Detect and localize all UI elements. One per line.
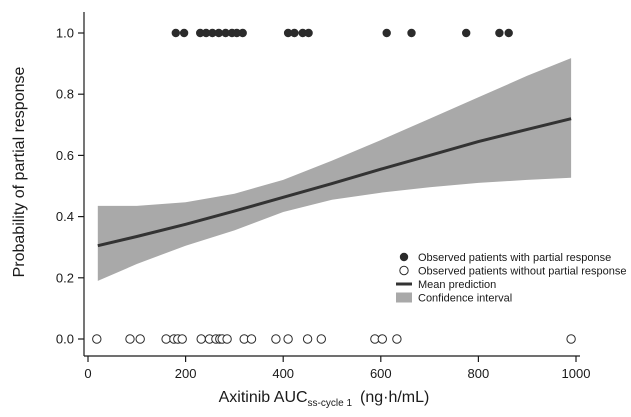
x-axis-title: Axitinib AUCss-cycle 1 (ng·h/mL) (219, 389, 430, 409)
legend-filled-dot-icon (399, 252, 409, 262)
point-partial-response (495, 28, 504, 38)
x-axis-title-main: Axitinib AUC (219, 389, 308, 406)
y-tick-label: 0.2 (56, 270, 74, 285)
point-partial-response (298, 28, 307, 38)
point-partial-response (221, 28, 230, 38)
point-no-response (196, 334, 206, 344)
legend-open-dot-icon (399, 265, 409, 276)
point-partial-response (382, 28, 391, 38)
point-partial-response (214, 28, 223, 38)
point-no-response (377, 334, 387, 344)
legend-item: Mean prediction (396, 279, 496, 291)
point-partial-response (171, 28, 180, 38)
y-tick-label: 1.0 (56, 26, 74, 41)
legend-label: Confidence interval (418, 293, 512, 305)
point-no-response (92, 334, 102, 344)
point-partial-response (201, 28, 211, 38)
point-no-response (271, 334, 281, 344)
x-tick-label: 800 (468, 366, 490, 381)
legend-item: Observed patients without partial respon… (399, 265, 627, 278)
point-no-response (125, 334, 135, 344)
point-no-response (283, 334, 293, 344)
x-tick-label: 1000 (562, 366, 591, 381)
x-tick-label: 200 (175, 366, 197, 381)
point-partial-response (290, 28, 299, 38)
x-axis-title-subscript: ss-cycle 1 (308, 398, 353, 409)
legend-item: Confidence interval (396, 292, 512, 305)
mean-prediction-line (97, 117, 572, 248)
point-no-response (246, 334, 257, 344)
point-partial-response (504, 28, 513, 38)
legend-band-icon (396, 292, 412, 303)
point-partial-response (238, 28, 247, 38)
ticks: 0 200 400 600 800 1000 0.0 0.2 0.4 0.6 0.8 1.0 (56, 26, 591, 382)
point-no-response (566, 334, 576, 344)
x-tick-label: 600 (370, 366, 392, 381)
x-axis-title-unit: (ng·h/mL) (360, 389, 429, 406)
y-tick-label: 0.0 (56, 332, 74, 347)
point-partial-response (179, 28, 189, 38)
y-tick-label: 0.4 (56, 209, 74, 224)
legend: Observed patients with partial response O… (396, 252, 627, 305)
point-no-response (135, 334, 145, 344)
axes (83, 12, 580, 357)
plot-area (92, 28, 576, 344)
point-no-response (392, 334, 402, 344)
point-no-response (316, 334, 326, 344)
point-partial-response (208, 28, 217, 38)
point-partial-response (283, 28, 293, 38)
point-partial-response (462, 28, 471, 38)
x-tick-label: 0 (84, 366, 91, 381)
legend-label: Observed patients with partial response (418, 252, 611, 264)
legend-label: Observed patients without partial respon… (418, 266, 627, 278)
y-tick-label: 0.8 (56, 87, 74, 102)
point-partial-response (304, 28, 313, 38)
point-partial-response (232, 28, 241, 38)
point-no-response (161, 334, 171, 344)
point-no-response (302, 334, 313, 344)
legend-label: Mean prediction (418, 279, 496, 291)
x-tick-label: 400 (272, 366, 294, 381)
point-no-response (177, 334, 187, 344)
point-partial-response (407, 28, 416, 38)
y-tick-label: 0.6 (56, 148, 74, 163)
confidence-band (97, 58, 572, 281)
y-axis-title: Probability of partial response (11, 67, 28, 278)
point-no-response (222, 334, 232, 344)
legend-item: Observed patients with partial response (399, 252, 611, 264)
point-partial-response (196, 28, 205, 38)
